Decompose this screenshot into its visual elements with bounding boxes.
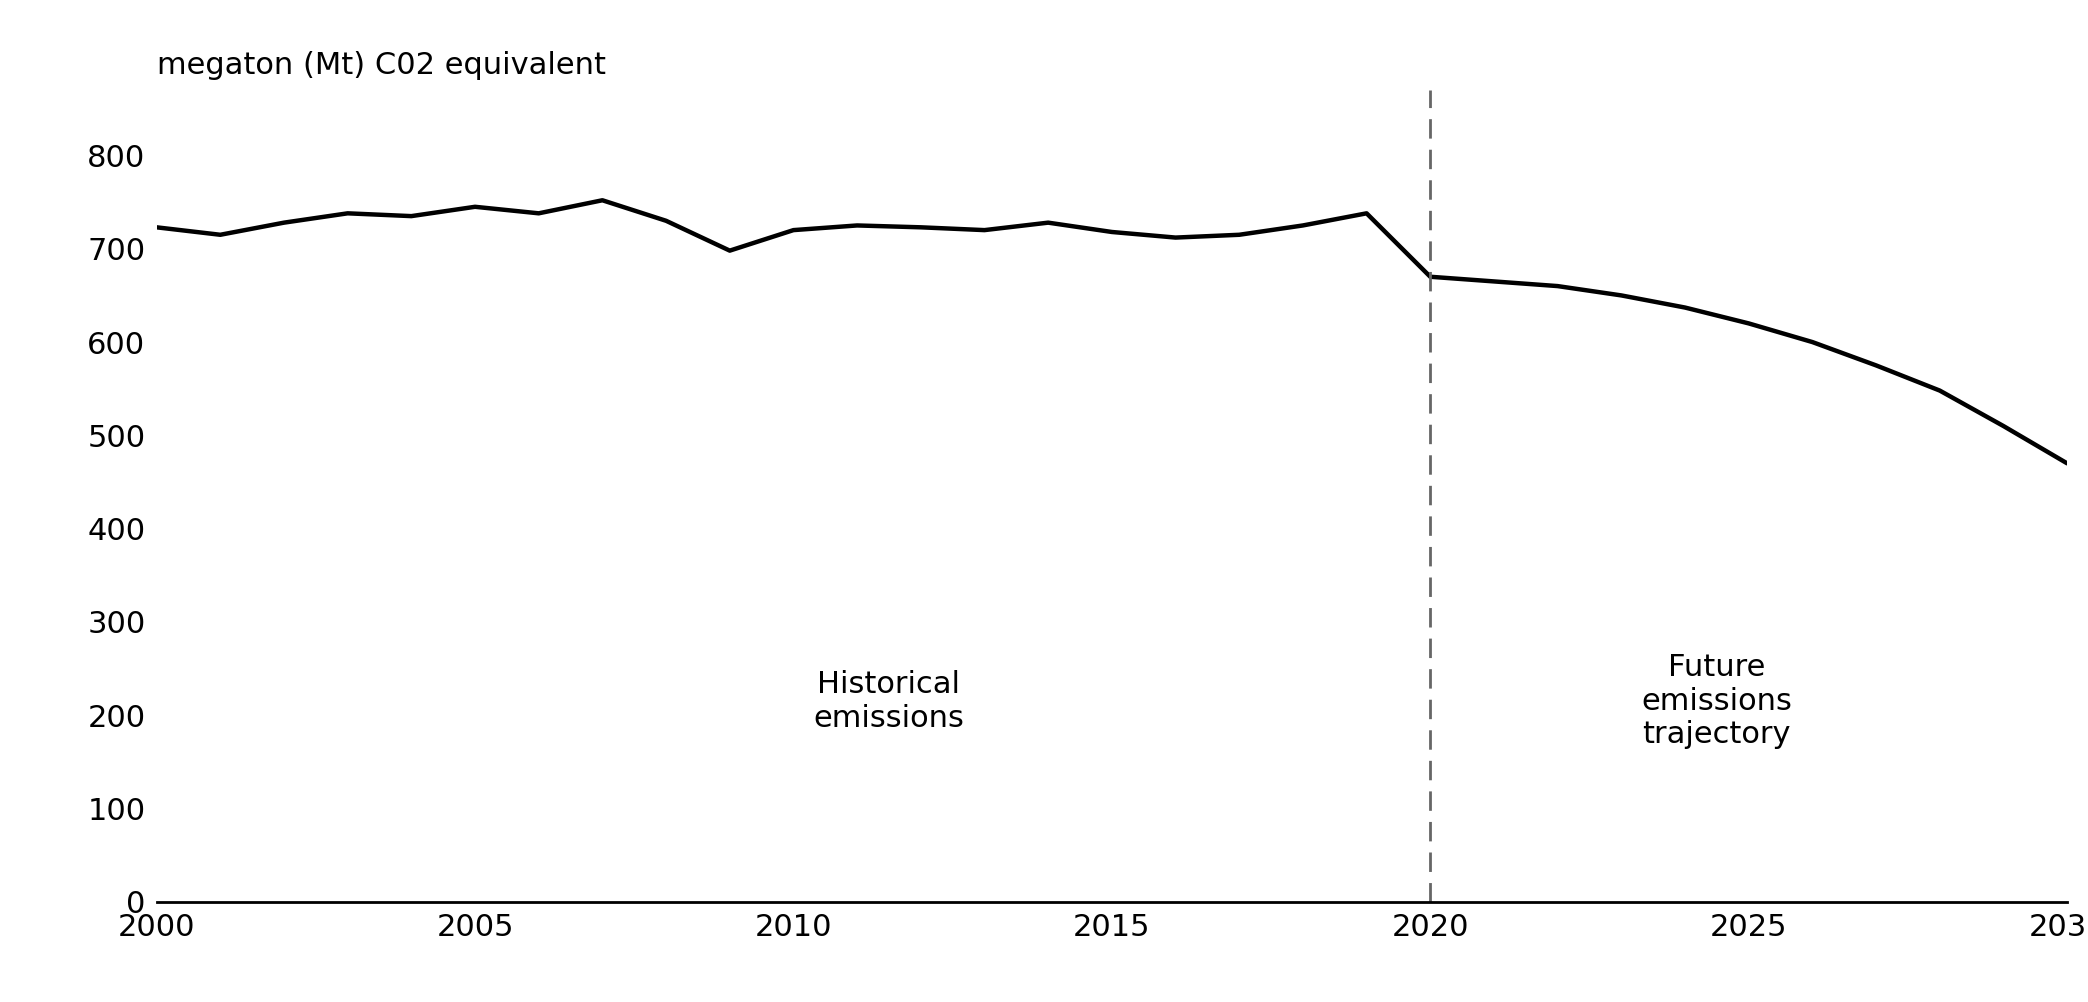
Text: Historical
emissions: Historical emissions [814, 670, 965, 732]
Text: megaton (Mt) C02 equivalent: megaton (Mt) C02 equivalent [157, 51, 606, 80]
Text: Future
emissions
trajectory: Future emissions trajectory [1641, 653, 1792, 749]
